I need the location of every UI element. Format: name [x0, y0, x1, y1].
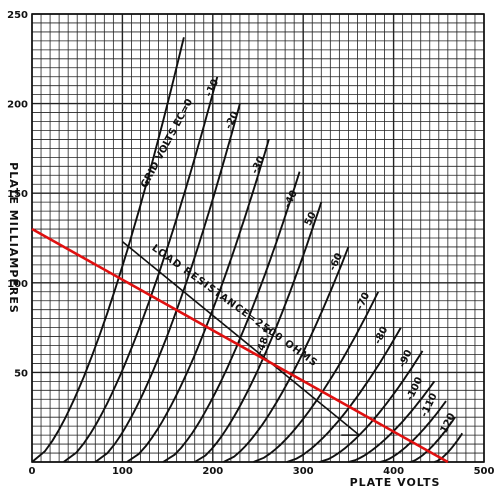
y-tick-label: 200 [7, 100, 28, 111]
curve-grid--50 [194, 201, 323, 463]
curve-grid--90 [319, 350, 424, 463]
curve-label: 50 [303, 210, 319, 227]
y-tick-label: 150 [7, 189, 28, 200]
curve-grid-0 [31, 37, 185, 463]
curve-grid--100 [348, 380, 436, 463]
y-tick-label: 100 [7, 279, 28, 290]
x-tick-label: 0 [29, 466, 36, 477]
curve-grid--70 [253, 291, 380, 463]
curve-label: -30 [250, 155, 268, 176]
curve-label: GRID VOLTS EC=0 [139, 97, 195, 190]
x-tick-label: 200 [202, 466, 223, 477]
curve-grid--10 [63, 76, 219, 463]
y-tick-label: 50 [14, 368, 28, 379]
construction-line [121, 240, 360, 436]
x-tick-label: 100 [112, 466, 133, 477]
curve-label: -48.5 [255, 326, 275, 357]
curve-grid--110 [379, 400, 447, 463]
curve-label: -20 [223, 110, 241, 131]
curve-label: -120 [437, 411, 458, 438]
x-tick-label: 500 [474, 466, 495, 477]
curve-grid--60 [223, 246, 350, 463]
curve-label: -10 [203, 78, 221, 99]
y-axis-label: PLATE MILLIAMPERES [7, 162, 20, 314]
curve-grid--20 [94, 103, 241, 463]
y-tick-label: 250 [7, 10, 28, 21]
curve-grid--130 [434, 432, 464, 463]
curve-grid--40 [162, 171, 301, 463]
curve-grid--120 [409, 416, 456, 463]
curve-grid--80 [286, 327, 402, 463]
curve-grid--30 [126, 139, 270, 463]
x-axis-label: PLATE VOLTS [350, 476, 441, 489]
x-tick-label: 300 [293, 466, 314, 477]
load-line [31, 227, 449, 464]
x-tick-label: 400 [383, 466, 404, 477]
plot-frame [31, 13, 485, 463]
